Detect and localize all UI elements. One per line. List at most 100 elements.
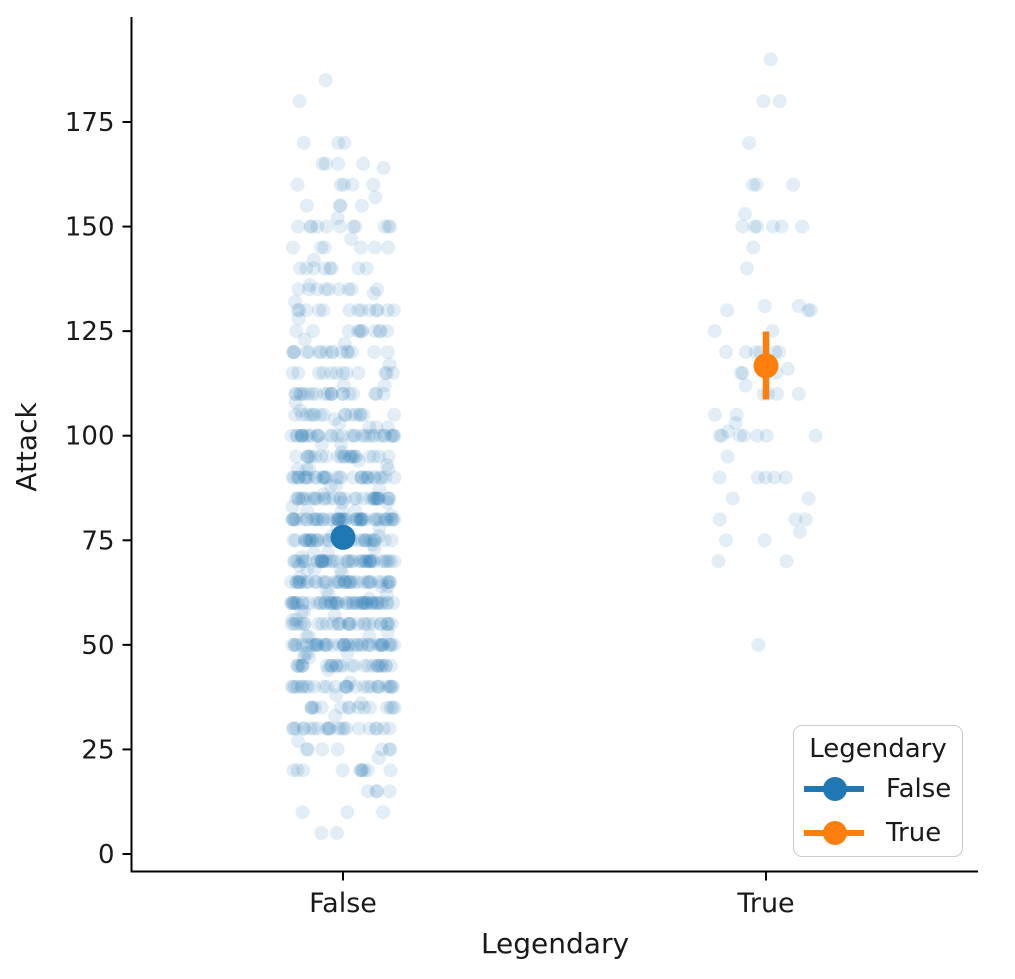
strip-point bbox=[372, 491, 387, 506]
strip-point bbox=[353, 512, 368, 527]
strip-point bbox=[373, 596, 388, 610]
strip-point bbox=[295, 428, 310, 443]
strip-point bbox=[299, 629, 314, 644]
strip-point bbox=[350, 637, 365, 652]
strip-point bbox=[306, 407, 321, 422]
legend-label-false: False bbox=[886, 774, 952, 804]
strip-point bbox=[371, 679, 386, 694]
strip-point bbox=[386, 303, 401, 318]
strip-point bbox=[285, 637, 300, 652]
strip-point bbox=[315, 575, 330, 590]
strip-point bbox=[348, 449, 363, 464]
strip-point bbox=[382, 784, 397, 799]
strip-point bbox=[285, 512, 300, 527]
strip-point bbox=[355, 637, 370, 652]
strip-point bbox=[295, 428, 310, 443]
strip-point bbox=[319, 583, 334, 598]
strip-point bbox=[300, 575, 314, 590]
strip-point bbox=[365, 596, 380, 610]
strip-point bbox=[314, 596, 328, 610]
strip-point bbox=[358, 533, 373, 548]
strip-point bbox=[351, 303, 366, 318]
strip-point bbox=[363, 491, 378, 506]
strip-point bbox=[373, 616, 388, 631]
strip-point bbox=[382, 679, 397, 694]
strip-point bbox=[346, 449, 361, 464]
strip-point bbox=[290, 596, 305, 610]
strip-point bbox=[778, 470, 793, 485]
strip-point bbox=[287, 554, 302, 569]
strip-point bbox=[356, 554, 371, 569]
strip-point bbox=[358, 554, 373, 569]
strip-point bbox=[330, 554, 345, 569]
strip-point bbox=[358, 596, 372, 610]
strip-point bbox=[372, 512, 387, 527]
strip-point bbox=[387, 428, 402, 443]
strip-point bbox=[366, 616, 381, 631]
strip-point bbox=[325, 658, 339, 673]
strip-point bbox=[350, 637, 365, 652]
strip-point bbox=[354, 763, 369, 778]
strip-point bbox=[329, 478, 343, 493]
strip-point bbox=[713, 428, 727, 443]
strip-point bbox=[325, 616, 340, 631]
strip-point bbox=[321, 282, 336, 297]
strip-point bbox=[324, 366, 339, 380]
strip-point bbox=[370, 303, 385, 318]
strip-point bbox=[712, 470, 727, 485]
strip-point bbox=[350, 575, 365, 590]
strip-point bbox=[362, 637, 377, 652]
strip-point bbox=[307, 407, 322, 422]
strip-point bbox=[297, 554, 312, 569]
strip-point bbox=[369, 721, 384, 736]
strip-point bbox=[321, 663, 336, 677]
strip-point bbox=[326, 491, 341, 506]
strip-point bbox=[336, 637, 350, 652]
strip-point bbox=[366, 491, 381, 506]
strip-point bbox=[288, 395, 303, 410]
strip-point bbox=[380, 700, 395, 715]
strip-point bbox=[361, 428, 376, 443]
strip-point bbox=[360, 470, 375, 485]
strip-point bbox=[746, 240, 761, 255]
strip-point bbox=[346, 470, 361, 485]
strip-point bbox=[294, 428, 309, 443]
strip-point bbox=[306, 261, 321, 276]
strip-point bbox=[352, 324, 367, 339]
strip-point bbox=[360, 554, 375, 569]
strip-point bbox=[371, 658, 386, 673]
strip-point bbox=[325, 637, 340, 652]
strip-point bbox=[341, 700, 356, 715]
legend-marker-true-icon bbox=[804, 821, 864, 845]
strip-point bbox=[317, 554, 332, 569]
strip-point bbox=[292, 386, 307, 401]
strip-point bbox=[362, 303, 377, 318]
strip-point bbox=[367, 470, 382, 485]
strip-point bbox=[354, 512, 369, 527]
strip-point bbox=[287, 637, 302, 652]
strip-point bbox=[363, 575, 378, 590]
strip-point bbox=[367, 512, 382, 527]
strip-point bbox=[323, 478, 338, 493]
strip-point bbox=[366, 537, 380, 552]
strip-point bbox=[386, 596, 401, 610]
strip-point bbox=[310, 554, 325, 569]
strip-point bbox=[307, 491, 322, 506]
strip-point bbox=[372, 520, 387, 535]
strip-point bbox=[360, 596, 375, 610]
y-tick-label: 100 bbox=[65, 422, 115, 452]
strip-point bbox=[712, 512, 727, 527]
strip-point bbox=[329, 575, 344, 590]
strip-point bbox=[341, 345, 356, 360]
strip-point bbox=[334, 512, 349, 527]
strip-point bbox=[316, 637, 331, 652]
strip-point bbox=[286, 345, 301, 360]
strip-point bbox=[286, 345, 301, 360]
strip-point bbox=[335, 428, 350, 443]
strip-point bbox=[296, 596, 311, 610]
strip-point bbox=[355, 533, 370, 548]
strip-point bbox=[788, 512, 803, 527]
strip-point bbox=[351, 261, 366, 276]
strip-point bbox=[306, 512, 320, 527]
strip-point bbox=[791, 299, 806, 313]
